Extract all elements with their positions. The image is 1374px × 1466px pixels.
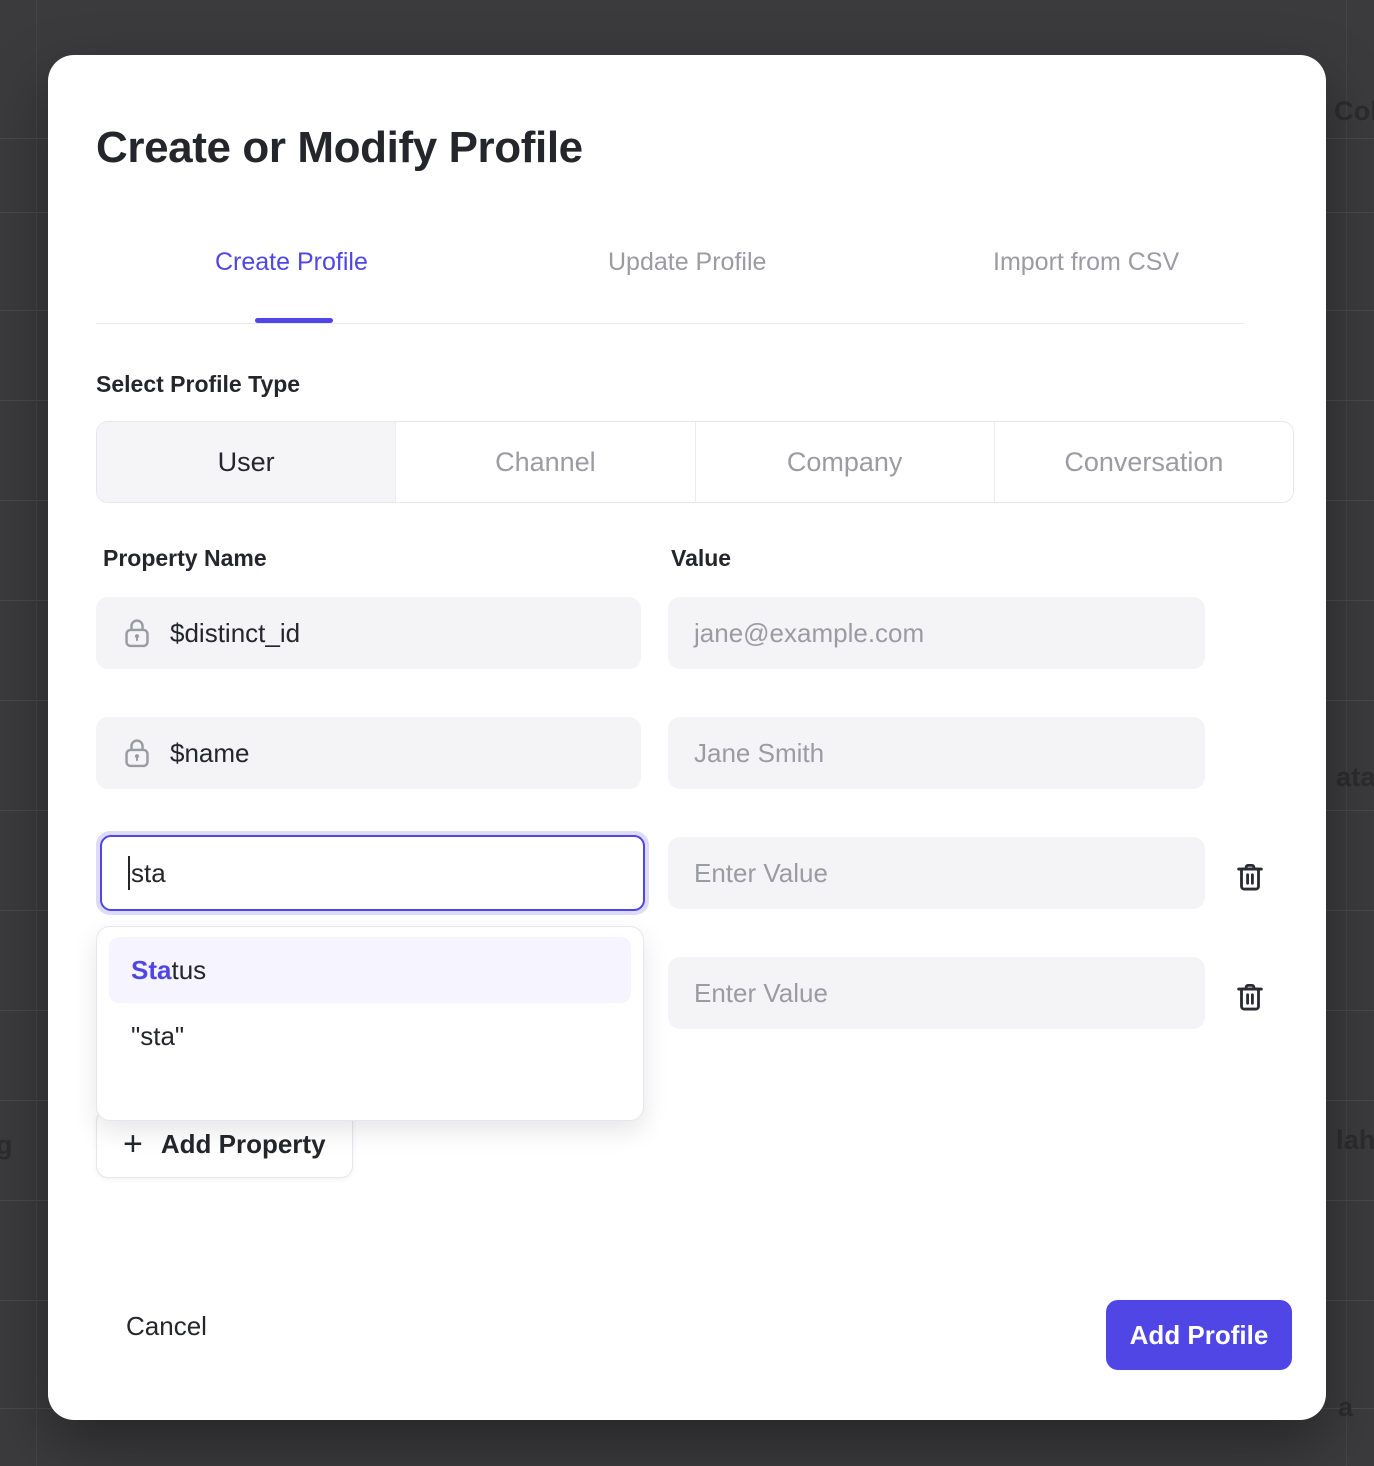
property-name-typed-text: sta bbox=[131, 857, 166, 888]
profile-type-segmented-control: User Channel Company Conversation bbox=[96, 421, 1294, 503]
autocomplete-option-raw[interactable]: "sta" bbox=[109, 1003, 631, 1069]
backdrop-text-fragment: a bbox=[1338, 1392, 1354, 1422]
value-placeholder-text: Enter Value bbox=[694, 857, 828, 888]
property-value-input[interactable]: Enter Value bbox=[668, 957, 1205, 1029]
lock-icon bbox=[125, 619, 149, 648]
property-value-input[interactable]: jane@example.com bbox=[668, 597, 1205, 669]
backdrop-text-fragment: Col bbox=[1334, 96, 1374, 126]
value-placeholder-text: jane@example.com bbox=[694, 617, 925, 648]
add-property-label: Add Property bbox=[160, 1128, 326, 1159]
property-name-combobox-focused[interactable]: sta bbox=[96, 831, 649, 915]
segment-channel[interactable]: Channel bbox=[396, 422, 696, 502]
tabs-divider bbox=[96, 323, 1244, 324]
backdrop-text-fragment: g bbox=[0, 1130, 13, 1160]
segment-user[interactable]: User bbox=[97, 422, 397, 502]
backdrop-text-fragment: lah bbox=[1336, 1125, 1374, 1155]
property-name-input[interactable]: sta bbox=[100, 835, 645, 911]
backdrop-col-line bbox=[1346, 0, 1347, 1466]
property-name-text: $name bbox=[170, 737, 250, 768]
property-value-input[interactable]: Enter Value bbox=[668, 837, 1205, 909]
tab-update-profile[interactable]: Update Profile bbox=[608, 248, 767, 276]
value-placeholder-text: Enter Value bbox=[694, 977, 828, 1008]
autocomplete-option-status[interactable]: Sta tus bbox=[109, 937, 631, 1003]
value-column-header: Value bbox=[671, 545, 732, 571]
value-placeholder-text: Jane Smith bbox=[694, 737, 825, 768]
autocomplete-match-prefix: Sta bbox=[131, 954, 172, 985]
plus-icon: + bbox=[123, 1125, 143, 1163]
property-name-column-header: Property Name bbox=[103, 545, 267, 571]
tab-import-from-csv[interactable]: Import from CSV bbox=[993, 248, 1180, 276]
property-name-text: $distinct_id bbox=[170, 617, 301, 648]
cancel-button[interactable]: Cancel bbox=[118, 1303, 215, 1350]
trash-icon bbox=[1237, 863, 1263, 891]
text-caret bbox=[128, 856, 130, 890]
autocomplete-match-suffix: tus bbox=[171, 954, 207, 985]
property-value-input[interactable]: Jane Smith bbox=[668, 717, 1205, 789]
backdrop-text-fragment: ata bbox=[1336, 762, 1374, 792]
delete-property-row-button[interactable] bbox=[1228, 855, 1272, 899]
segment-company[interactable]: Company bbox=[695, 422, 995, 502]
autocomplete-raw-text: "sta" bbox=[131, 1020, 185, 1051]
lock-icon bbox=[125, 739, 149, 768]
trash-icon bbox=[1237, 983, 1263, 1011]
create-or-modify-profile-dialog: Create or Modify Profile Create Profile … bbox=[48, 55, 1326, 1420]
dialog-tabs: Create Profile Update Profile Import fro… bbox=[96, 240, 1246, 326]
property-name-autocomplete-dropdown: Sta tus "sta" bbox=[96, 926, 644, 1121]
add-profile-button[interactable]: Add Profile bbox=[1106, 1300, 1292, 1370]
select-profile-type-label: Select Profile Type bbox=[96, 371, 301, 397]
segment-conversation[interactable]: Conversation bbox=[994, 422, 1293, 502]
tab-create-profile[interactable]: Create Profile bbox=[215, 248, 368, 276]
active-tab-indicator bbox=[255, 318, 333, 323]
property-name-field-locked: $distinct_id bbox=[96, 597, 641, 669]
delete-property-row-button[interactable] bbox=[1228, 975, 1272, 1019]
backdrop-col-line bbox=[36, 0, 37, 1466]
dialog-title: Create or Modify Profile bbox=[96, 123, 583, 172]
property-name-field-locked: $name bbox=[96, 717, 641, 789]
